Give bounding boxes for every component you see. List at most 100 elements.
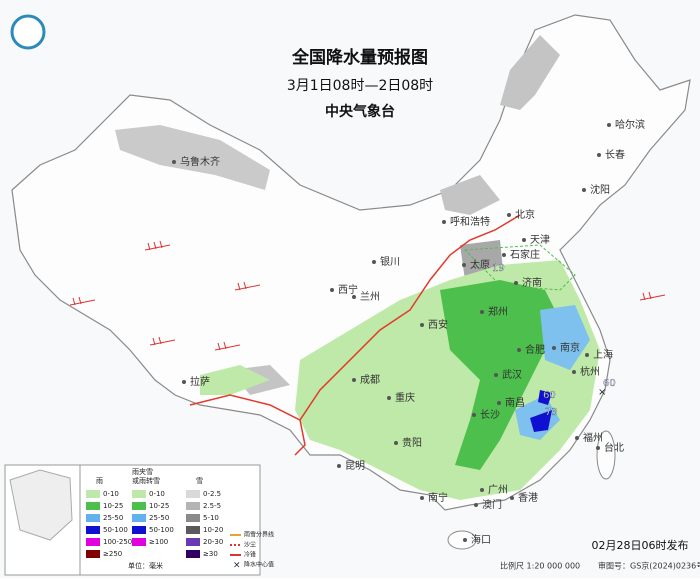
- city-label: 天津: [530, 234, 550, 246]
- city-label: 贵阳: [402, 436, 422, 449]
- legend-label: 降水中心值: [244, 561, 274, 569]
- city-dot: [372, 260, 376, 264]
- city-dot: [522, 238, 526, 242]
- precip-center-value: 73: [545, 407, 558, 418]
- legend-swatch: [186, 490, 200, 498]
- city-label: 长春: [605, 149, 625, 161]
- legend-label: 5-10: [203, 514, 219, 522]
- city-label: 沈阳: [590, 183, 610, 196]
- inset-outline: [9, 469, 73, 541]
- legend-swatch: [186, 514, 200, 522]
- legend-label: 2.5-5: [203, 502, 221, 510]
- city-dot: [480, 488, 484, 492]
- legend-swatch: [186, 550, 200, 558]
- city-dot: [607, 123, 611, 127]
- city-dot: [330, 288, 334, 292]
- title: 全国降水量预报图: [291, 47, 428, 68]
- city-label: 北京: [515, 208, 535, 221]
- city-label: 南京: [560, 341, 580, 354]
- city-label: 拉萨: [190, 375, 210, 388]
- legend-swatch: [86, 502, 100, 510]
- city-label: 呼和浩特: [450, 216, 490, 228]
- city-dot: [572, 370, 576, 374]
- legend-label: 10-20: [203, 526, 223, 534]
- precip-center-value: 19: [492, 263, 505, 274]
- legend-label: 20-30: [203, 538, 223, 546]
- city-dot: [582, 188, 586, 192]
- legend-title: 雪: [196, 477, 203, 485]
- legend-label: ≥30: [203, 550, 218, 558]
- legend-title: 或雨转雪: [132, 476, 160, 485]
- city-label: 合肥: [525, 343, 545, 356]
- city-dot: [420, 323, 424, 327]
- legend-label: 10-25: [103, 502, 123, 510]
- legend-swatch: [132, 526, 146, 534]
- city-dot: [172, 160, 176, 164]
- legend-title: 雨: [96, 477, 103, 485]
- legend-swatch: [186, 538, 200, 546]
- city-label: 石家庄: [510, 248, 540, 261]
- cold-front: [189, 214, 521, 421]
- rain-50-100: [538, 390, 552, 405]
- precip-center-value: 60: [543, 390, 556, 401]
- legend-label: ≥250: [103, 550, 122, 558]
- city-label: 上海: [593, 348, 613, 361]
- city-dot: [420, 496, 424, 500]
- city-label: 重庆: [395, 391, 415, 404]
- city-dot: [517, 348, 521, 352]
- city-label: 成都: [360, 374, 380, 386]
- legend-swatch: [186, 526, 200, 534]
- city-dot: [352, 378, 356, 382]
- sleet-area: [463, 244, 576, 291]
- city-dot: [472, 413, 476, 417]
- city-label: 南宁: [428, 491, 448, 504]
- city-dot: [480, 310, 484, 314]
- city-dot: [514, 281, 518, 285]
- city-label: 长沙: [480, 409, 500, 421]
- city-dot: [507, 213, 511, 217]
- city-dot: [596, 446, 600, 450]
- city-label: 银川: [380, 255, 400, 268]
- city-dot: [575, 436, 579, 440]
- legend-label: 0-10: [103, 490, 119, 498]
- snow-area: [115, 125, 270, 190]
- city-label: 广州: [488, 484, 508, 496]
- legend-label: 100-250: [103, 538, 132, 546]
- city-label: 台北: [604, 441, 624, 454]
- city-dot: [394, 441, 398, 445]
- issuer: 中央气象台: [325, 103, 395, 120]
- legend-title: 雨夹雪: [132, 467, 153, 476]
- legend-unit: 单位：毫米: [128, 561, 163, 570]
- city-dot: [463, 538, 467, 542]
- legend-label: 25-50: [103, 514, 123, 522]
- legend-box: [79, 464, 261, 576]
- hainan: [447, 530, 477, 550]
- city-dot: [597, 153, 601, 157]
- city-label: 武汉: [502, 368, 522, 381]
- legend-label: 雨雪分界线: [244, 531, 274, 539]
- city-dot: [494, 373, 498, 377]
- legend-label: 0-2.5: [203, 490, 221, 498]
- legend-swatch: [86, 538, 100, 546]
- rain-10-25: [440, 280, 560, 470]
- city-dot: [474, 503, 478, 507]
- precip-center-value: 60: [603, 378, 616, 389]
- legend-swatch: [86, 550, 100, 558]
- legend-swatch: [86, 526, 100, 534]
- rain-25-50: [540, 305, 590, 370]
- city-dot: [502, 253, 506, 257]
- snow-area: [440, 175, 500, 215]
- rain-50-100: [530, 410, 552, 432]
- city-dot: [497, 401, 501, 405]
- marker: ×: [598, 387, 606, 398]
- legend-swatch: [86, 490, 100, 498]
- rain-0-10: [200, 365, 270, 395]
- city-label: 西宁: [338, 283, 358, 296]
- city-dot: [462, 263, 466, 267]
- wind-barbs: [69, 240, 666, 351]
- city-dot: [387, 396, 391, 400]
- legend-swatch: [132, 514, 146, 522]
- city-label: 哈尔滨: [615, 118, 645, 131]
- subtitle: 3月1日08时—2日08时: [287, 78, 433, 94]
